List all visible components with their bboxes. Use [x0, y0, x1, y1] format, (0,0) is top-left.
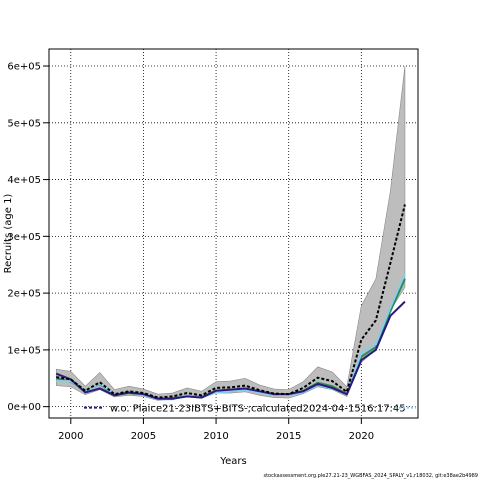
y-axis-title: Recruits (age 1) [3, 194, 14, 274]
y-tick-label: 2e+05 [7, 289, 41, 300]
y-tick-label: 5e+05 [7, 118, 41, 129]
x-axis-title: Years [219, 456, 246, 467]
y-tick-label: 6e+05 [7, 62, 41, 73]
legend-label: w.o. Plaice21-23IBTS+BITS-;calculated202… [110, 404, 406, 415]
x-axis: 2000 2005 2010 2015 2020 [58, 418, 374, 442]
footer-note: stockassessment.org.ple27.21-23_WGBFAS_2… [263, 473, 478, 479]
x-tick-label: 2005 [131, 431, 156, 442]
y-tick-label: 0e+00 [7, 402, 41, 413]
plot-frame [48, 48, 419, 419]
y-axis: 0e+00 1e+05 2e+05 3e+05 4e+05 5e+05 6e+05 [7, 62, 49, 413]
x-tick-label: 2000 [58, 431, 83, 442]
series-layer [55, 204, 406, 401]
y-tick-label: 1e+05 [7, 345, 41, 356]
y-tick-label: 3e+05 [7, 232, 41, 243]
x-tick-label: 2020 [349, 431, 374, 442]
y-tick-label: 4e+05 [7, 175, 41, 186]
x-tick-label: 2010 [203, 431, 228, 442]
series-line-1 [55, 300, 406, 400]
x-tick-label: 2015 [276, 431, 301, 442]
grid-layer [49, 49, 418, 418]
legend: w.o. Plaice21-23IBTS+BITS-;calculated202… [84, 404, 416, 415]
